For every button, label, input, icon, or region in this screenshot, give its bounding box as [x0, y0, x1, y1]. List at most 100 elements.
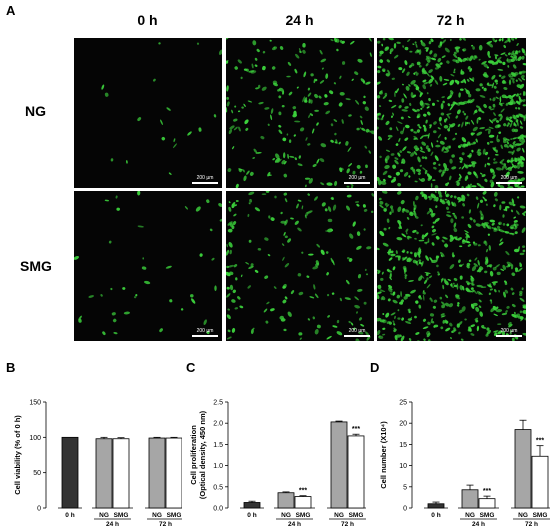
cell-dot — [255, 87, 259, 90]
cell-dot — [400, 335, 405, 341]
cell-dot — [426, 92, 429, 95]
cell-dot — [442, 100, 445, 104]
cell-dot — [519, 120, 523, 125]
cell-dot — [377, 329, 381, 336]
cell-dot — [312, 316, 316, 320]
bar-label: SMG — [533, 512, 548, 519]
cell-dot — [238, 126, 241, 132]
cell-dot — [254, 269, 259, 273]
cell-dot — [442, 236, 448, 240]
cell-dot — [457, 57, 462, 62]
cell-dot — [420, 191, 424, 195]
cell-dot — [234, 307, 239, 310]
cell-dot — [290, 290, 295, 295]
cell-dot — [439, 75, 443, 82]
cell-dot — [313, 78, 316, 84]
cell-dot — [511, 198, 515, 205]
cell-dot — [388, 253, 394, 256]
cell-dot — [417, 123, 420, 127]
cell-dot — [429, 313, 435, 317]
cell-dot — [510, 50, 515, 56]
scale-bar-label: 200 µm — [348, 175, 366, 181]
significance-label: *** — [536, 438, 544, 445]
cell-dot — [444, 319, 448, 324]
cell-dot — [297, 227, 302, 232]
cell-dot — [399, 150, 403, 153]
cell-dot — [382, 242, 389, 247]
cell-dot — [427, 59, 431, 63]
cell-dot — [495, 167, 502, 171]
cell-dot — [409, 102, 412, 106]
cell-dot — [504, 289, 509, 294]
cell-dot — [283, 192, 288, 196]
cell-dot — [453, 227, 458, 233]
cell-dot — [203, 319, 207, 326]
cell-dot — [334, 132, 337, 136]
cell-dot — [420, 41, 426, 47]
cell-dot — [434, 185, 439, 188]
cell-dot — [338, 102, 343, 107]
cell-dot — [313, 284, 316, 290]
cell-dot — [495, 120, 500, 123]
cell-dot — [493, 158, 496, 161]
cell-dot — [471, 44, 474, 47]
cell-dot — [433, 299, 438, 303]
cell-dot — [341, 119, 344, 124]
cell-dot — [329, 90, 334, 95]
cell-dot — [504, 282, 508, 286]
cell-dot — [466, 78, 470, 82]
cell-dot — [271, 66, 276, 70]
cell-dot — [475, 306, 480, 312]
cell-dot — [517, 157, 520, 161]
cell-dot — [360, 323, 365, 327]
cell-dot — [110, 158, 114, 162]
cell-field — [226, 191, 374, 341]
cell-dot — [407, 235, 412, 239]
cell-dot — [413, 131, 418, 134]
cell-dot — [390, 115, 394, 118]
cell-dot — [327, 315, 330, 318]
cell-dot — [499, 185, 505, 188]
cell-dot — [88, 295, 95, 298]
cell-dot — [487, 60, 494, 64]
cell-dot — [382, 170, 388, 176]
cell-dot — [414, 315, 417, 319]
cell-dot — [444, 136, 447, 140]
cell-dot — [282, 283, 287, 289]
cell-dot — [412, 108, 417, 113]
cell-dot — [522, 63, 526, 66]
cell-dot — [481, 60, 487, 65]
cell-dot — [357, 58, 363, 63]
cell-dot — [428, 97, 431, 102]
cell-dot — [356, 164, 361, 169]
cell-dot — [492, 174, 496, 180]
cell-dot — [327, 206, 332, 212]
cell-dot — [257, 84, 261, 89]
bar-label: SMG — [167, 512, 182, 519]
cell-dot — [297, 273, 302, 277]
cell-dot — [137, 191, 141, 196]
cell-dot — [509, 99, 514, 105]
cell-dot — [493, 306, 496, 309]
cell-dot — [243, 175, 247, 182]
cell-dot — [507, 167, 512, 172]
cell-dot — [430, 318, 433, 324]
cell-dot — [381, 271, 384, 275]
cell-dot — [434, 67, 440, 70]
cell-dot — [408, 64, 413, 68]
cell-dot — [475, 88, 481, 92]
cell-dot — [320, 58, 327, 63]
cell-dot — [483, 63, 488, 68]
cell-dot — [515, 93, 519, 97]
cell-dot — [511, 93, 516, 98]
cell-dot — [446, 114, 451, 119]
cell-dot — [428, 40, 432, 45]
cell-dot — [307, 318, 311, 321]
cell-dot — [499, 96, 502, 103]
cell-dot — [453, 236, 458, 241]
cell-dot — [511, 337, 515, 341]
cell-dot — [153, 78, 156, 82]
cell-dot — [377, 317, 382, 322]
cell-dot — [235, 277, 238, 281]
cell-dot — [477, 151, 482, 156]
